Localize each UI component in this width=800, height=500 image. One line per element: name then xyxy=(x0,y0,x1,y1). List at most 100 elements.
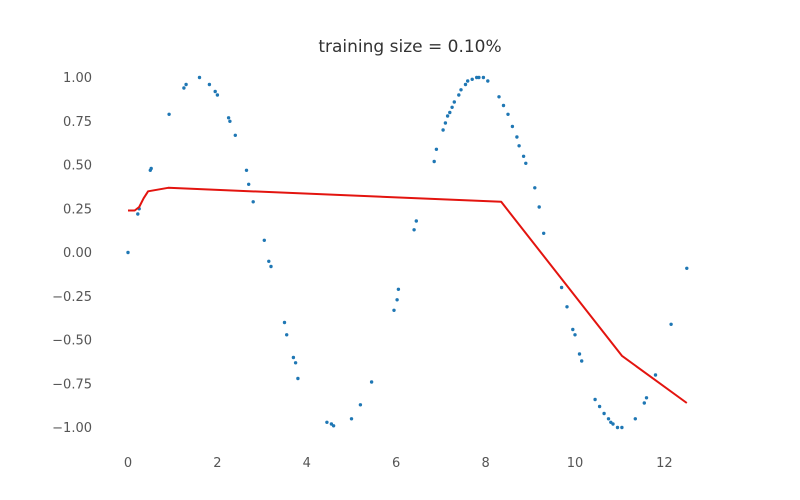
data-point xyxy=(571,327,575,332)
data-point xyxy=(262,238,266,242)
data-point xyxy=(215,93,220,97)
data-point xyxy=(247,182,251,186)
data-point xyxy=(669,322,673,326)
data-point xyxy=(244,168,249,172)
data-point xyxy=(291,355,296,360)
data-point xyxy=(267,259,271,263)
y-tick-label: −0.25 xyxy=(52,290,92,305)
data-point xyxy=(228,119,232,124)
data-point xyxy=(182,86,186,90)
data-point xyxy=(369,380,374,384)
data-point xyxy=(597,404,602,409)
data-point xyxy=(515,135,519,139)
data-point xyxy=(395,298,399,302)
data-point xyxy=(501,103,506,108)
plot-area xyxy=(126,75,689,430)
data-point xyxy=(331,424,336,428)
data-point xyxy=(282,320,287,325)
data-point xyxy=(149,166,153,171)
data-point xyxy=(412,228,416,232)
data-point xyxy=(448,110,452,115)
data-point xyxy=(521,154,526,158)
data-point xyxy=(573,333,577,337)
data-point xyxy=(463,82,468,87)
data-point xyxy=(517,144,521,148)
data-point xyxy=(269,264,273,269)
data-point xyxy=(537,205,541,209)
x-tick-label: 6 xyxy=(392,456,400,471)
data-point xyxy=(434,147,439,151)
x-tick-label: 8 xyxy=(481,456,489,471)
x-tick-label: 4 xyxy=(303,456,311,471)
data-point xyxy=(633,417,637,421)
data-point xyxy=(392,308,396,312)
data-point xyxy=(457,93,461,97)
data-point xyxy=(349,417,354,421)
data-point xyxy=(542,231,546,235)
data-point xyxy=(226,116,231,120)
data-point xyxy=(642,401,646,405)
x-tick-label: 2 xyxy=(213,456,221,471)
data-point xyxy=(685,266,689,270)
y-tick-label: 0.25 xyxy=(63,202,92,217)
y-axis: 1.00 0.75 0.50 0.25 0.00 −0.25 −0.50 −0.75 −1.00 xyxy=(52,71,92,436)
y-tick-label: 0.00 xyxy=(63,246,92,261)
data-point xyxy=(325,420,329,424)
data-point xyxy=(459,88,463,92)
data-point xyxy=(497,95,501,99)
data-point xyxy=(233,133,237,137)
x-tick-label: 0 xyxy=(124,456,132,471)
data-point xyxy=(506,112,510,117)
data-point xyxy=(559,285,564,290)
data-point xyxy=(358,403,363,407)
data-point xyxy=(167,112,171,117)
data-point xyxy=(533,186,537,190)
y-tick-label: −0.75 xyxy=(52,377,92,392)
data-point xyxy=(577,352,582,356)
y-tick-label: 0.50 xyxy=(63,159,92,174)
data-point xyxy=(470,77,474,82)
data-point xyxy=(396,287,401,291)
chart-title: training size = 0.10% xyxy=(318,37,501,57)
data-point xyxy=(443,121,448,125)
data-point xyxy=(445,114,450,118)
data-point xyxy=(524,161,528,165)
y-tick-label: −1.00 xyxy=(52,421,92,436)
data-point xyxy=(606,417,611,421)
data-point xyxy=(441,128,445,132)
data-point xyxy=(510,124,515,129)
data-point xyxy=(197,75,202,80)
data-point xyxy=(615,425,620,430)
y-tick-label: 0.75 xyxy=(63,115,92,130)
data-point xyxy=(414,219,418,223)
data-point xyxy=(251,200,255,204)
data-point xyxy=(450,105,454,110)
data-point xyxy=(477,75,481,80)
data-point xyxy=(136,212,140,216)
data-point xyxy=(486,79,490,83)
data-point xyxy=(293,361,298,365)
data-point xyxy=(611,422,615,426)
prediction-line xyxy=(128,186,688,404)
data-point xyxy=(653,373,658,377)
data-point xyxy=(213,89,217,94)
x-axis: 0 2 4 6 8 10 12 xyxy=(124,456,673,471)
y-tick-label: −0.50 xyxy=(52,334,92,349)
x-tick-label: 12 xyxy=(656,456,673,471)
data-point xyxy=(452,100,456,104)
data-point xyxy=(481,75,486,80)
data-point xyxy=(285,333,289,337)
data-point xyxy=(593,397,597,402)
data-point xyxy=(580,359,584,363)
data-point xyxy=(565,305,569,309)
data-point xyxy=(184,82,188,87)
data-point xyxy=(126,250,130,255)
data-point xyxy=(432,159,436,164)
data-point xyxy=(602,411,606,416)
data-point xyxy=(644,396,649,400)
data-point xyxy=(620,425,624,430)
data-point xyxy=(466,79,470,83)
data-point xyxy=(296,376,300,381)
y-tick-label: 1.00 xyxy=(63,71,92,86)
